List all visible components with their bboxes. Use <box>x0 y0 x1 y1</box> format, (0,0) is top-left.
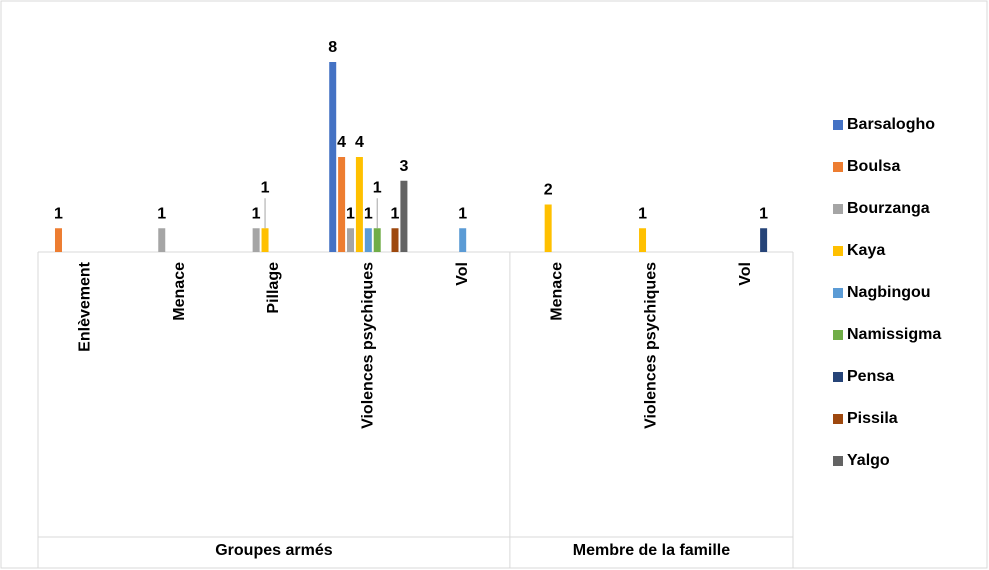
legend-swatch <box>833 162 843 172</box>
x-tick-label: Pillage <box>265 262 282 314</box>
x-tick-label: Menace <box>171 262 188 321</box>
value-label: 1 <box>364 205 373 222</box>
value-label: 1 <box>54 205 63 222</box>
x-tick-label: Enlèvement <box>76 261 93 351</box>
bar <box>329 62 337 252</box>
bar <box>544 204 552 252</box>
value-label: 4 <box>355 134 364 151</box>
value-label: 1 <box>458 205 467 222</box>
legend-label: Bourzanga <box>847 200 930 217</box>
group-label: Groupes armés <box>215 542 332 559</box>
value-label: 1 <box>157 205 166 222</box>
legend-label: Namissigma <box>847 326 941 343</box>
bar <box>400 180 408 252</box>
bar <box>760 228 768 252</box>
bar <box>54 228 62 252</box>
value-label: 2 <box>544 182 553 199</box>
value-label: 4 <box>337 134 346 151</box>
value-label: 1 <box>261 179 270 196</box>
bar <box>391 228 399 252</box>
legend-label: Boulsa <box>847 158 900 175</box>
x-tick-label: Violences psychiques <box>360 262 377 429</box>
value-label: 1 <box>346 205 355 222</box>
bar <box>459 228 467 252</box>
legend-label: Kaya <box>847 242 885 259</box>
bar <box>373 228 381 252</box>
legend-swatch <box>833 288 843 298</box>
legend-swatch <box>833 414 843 424</box>
legend-swatch <box>833 204 843 214</box>
bar <box>347 228 355 252</box>
bar <box>252 228 260 252</box>
value-label: 3 <box>399 158 408 175</box>
legend-label: Nagbingou <box>847 284 931 301</box>
value-label: 1 <box>759 205 768 222</box>
x-tick-label: Vol <box>454 262 471 286</box>
value-label: 1 <box>373 179 382 196</box>
value-label: 1 <box>391 205 400 222</box>
group-label: Membre de la famille <box>573 542 730 559</box>
bar <box>158 228 166 252</box>
legend-label: Pensa <box>847 368 894 385</box>
bar <box>355 157 363 252</box>
value-label: 8 <box>328 39 337 56</box>
legend-swatch <box>833 330 843 340</box>
legend-label: Barsalogho <box>847 116 935 133</box>
legend-swatch <box>833 456 843 466</box>
value-label: 1 <box>638 205 647 222</box>
legend-swatch <box>833 120 843 130</box>
bar <box>338 157 346 252</box>
bar <box>639 228 647 252</box>
legend-label: Yalgo <box>847 452 890 469</box>
value-label: 1 <box>252 205 261 222</box>
legend-swatch <box>833 372 843 382</box>
bar <box>261 228 269 252</box>
bar <box>364 228 372 252</box>
x-tick-label: Menace <box>548 262 565 321</box>
x-tick-label: Vol <box>737 262 754 286</box>
legend-label: Pissila <box>847 410 898 427</box>
legend-swatch <box>833 246 843 256</box>
x-tick-label: Violences psychiques <box>643 262 660 429</box>
